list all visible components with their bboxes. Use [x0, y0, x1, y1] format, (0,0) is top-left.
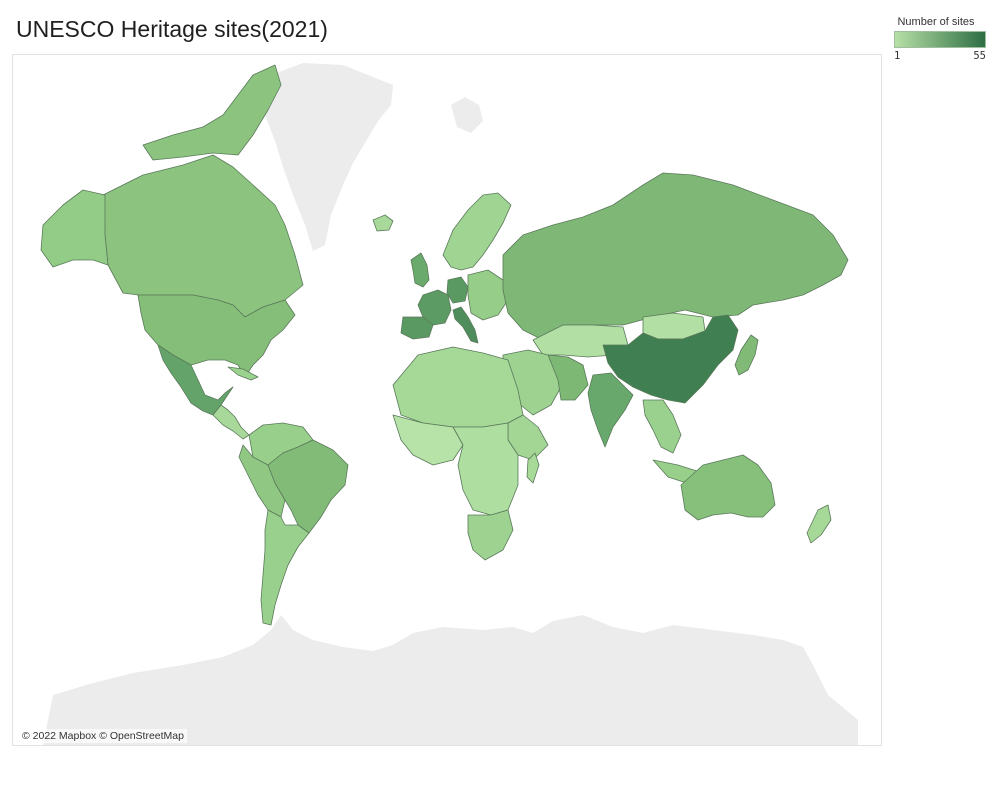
country-west-africa[interactable] — [392, 414, 464, 466]
country-canada-islands[interactable] — [142, 64, 282, 161]
country-central-africa[interactable] — [452, 422, 519, 516]
country-madagascar[interactable] — [526, 452, 540, 484]
country-spain[interactable] — [400, 316, 434, 340]
country-usa[interactable] — [137, 294, 296, 378]
country-australia[interactable] — [680, 454, 776, 521]
country-japan[interactable] — [734, 334, 759, 376]
map-svg — [40, 63, 858, 745]
country-new-zealand[interactable] — [806, 504, 832, 544]
country-south-africa[interactable] — [467, 509, 514, 561]
country-usa-alaska[interactable] — [40, 189, 109, 268]
country-cuba[interactable] — [227, 366, 259, 381]
legend-max-label: 55 — [973, 50, 986, 62]
color-legend: Number of sites 1 55 — [888, 16, 988, 62]
antarctica-shape — [43, 615, 858, 745]
country-china[interactable] — [602, 314, 739, 404]
world-map[interactable]: © 2022 Mapbox © OpenStreetMap — [12, 54, 882, 746]
country-india[interactable] — [587, 372, 634, 448]
country-argentina[interactable] — [260, 509, 310, 626]
legend-title: Number of sites — [897, 16, 975, 28]
map-title: UNESCO Heritage sites(2021) — [16, 16, 328, 42]
country-france[interactable] — [417, 289, 452, 326]
country-uk[interactable] — [410, 252, 430, 288]
country-mexico[interactable] — [157, 344, 234, 416]
country-canada[interactable] — [102, 154, 304, 318]
country-iceland[interactable] — [372, 214, 394, 232]
country-north-africa[interactable] — [392, 346, 524, 428]
legend-gradient-bar — [894, 31, 986, 48]
svalbard-shape — [451, 97, 483, 133]
country-eastern-europe[interactable] — [467, 269, 509, 321]
country-central-america[interactable] — [212, 404, 250, 440]
country-germany[interactable] — [446, 276, 469, 304]
country-brazil[interactable] — [267, 439, 349, 534]
legend-labels: 1 55 — [894, 48, 986, 62]
legend-min-label: 1 — [894, 50, 901, 62]
country-scandinavia[interactable] — [442, 192, 512, 271]
map-attribution: © 2022 Mapbox © OpenStreetMap — [19, 729, 187, 743]
country-southeast-asia[interactable] — [642, 399, 682, 454]
greenland-shape — [263, 63, 393, 251]
country-iran[interactable] — [547, 354, 589, 401]
country-italy[interactable] — [452, 306, 479, 344]
